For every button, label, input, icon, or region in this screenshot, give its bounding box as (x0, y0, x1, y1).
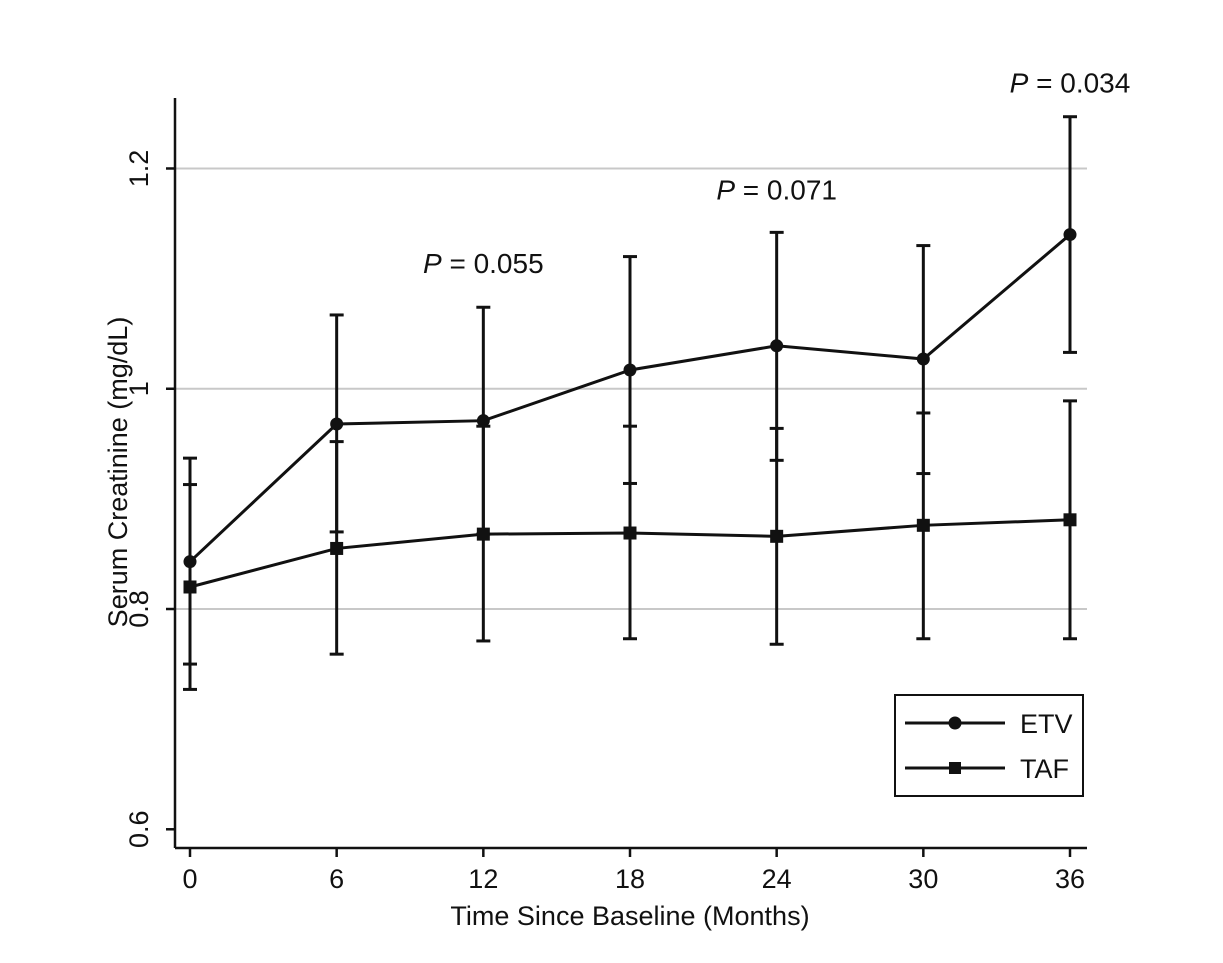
legend-marker-taf (949, 762, 961, 774)
p-symbol: P (1010, 67, 1029, 98)
p-value-text: = 0.071 (735, 174, 837, 205)
etv-point-36 (1063, 228, 1077, 242)
series-layer (183, 115, 1077, 691)
taf-point-30 (916, 518, 930, 532)
y-tick-label-3: 1.2 (124, 150, 154, 188)
x-tick-label-1: 6 (329, 864, 344, 894)
legend-box (894, 694, 1084, 797)
taf-point-18 (623, 526, 637, 540)
p-symbol: P (716, 174, 735, 205)
legend-label-taf: TAF (1020, 754, 1069, 784)
taf-point-24 (770, 529, 784, 543)
ticks-layer: 0.6 0.8 1 1.2 0 6 12 18 24 30 36 (124, 150, 1085, 894)
y-tick-label-0: 0.6 (124, 811, 154, 849)
x-tick-label-4: 24 (762, 864, 792, 894)
etv-point-24 (770, 339, 784, 353)
etv-point-6 (330, 417, 344, 431)
p-value-annotation-24: P = 0.071 (716, 174, 837, 205)
p-value-annotation-36: P = 0.034 (1010, 67, 1131, 98)
p-value-text: = 0.055 (442, 248, 544, 279)
x-tick-label-5: 30 (908, 864, 938, 894)
x-tick-label-6: 36 (1055, 864, 1085, 894)
legend-marker-etv (948, 716, 962, 730)
legend: ETV TAF (894, 694, 1084, 797)
y-tick-label-2: 1 (124, 381, 154, 396)
p-symbol: P (423, 248, 442, 279)
p-value-annotation-12: P = 0.055 (423, 248, 544, 279)
x-axis-title: Time Since Baseline (Months) (450, 901, 809, 931)
y-tick-label-1: 0.8 (124, 590, 154, 628)
p-value-text: = 0.034 (1028, 67, 1130, 98)
taf-point-12 (476, 527, 490, 541)
x-tick-label-0: 0 (182, 864, 197, 894)
etv-point-12 (476, 414, 490, 428)
taf-point-0 (183, 580, 197, 594)
y-axis-title: Serum Creatinine (mg/dL) (103, 317, 133, 628)
taf-point-6 (330, 541, 344, 555)
x-tick-label-2: 12 (468, 864, 498, 894)
etv-point-30 (916, 352, 930, 366)
legend-label-etv: ETV (1020, 709, 1073, 739)
taf-point-36 (1063, 513, 1077, 527)
etv-point-18 (623, 363, 637, 377)
x-tick-label-3: 18 (615, 864, 645, 894)
